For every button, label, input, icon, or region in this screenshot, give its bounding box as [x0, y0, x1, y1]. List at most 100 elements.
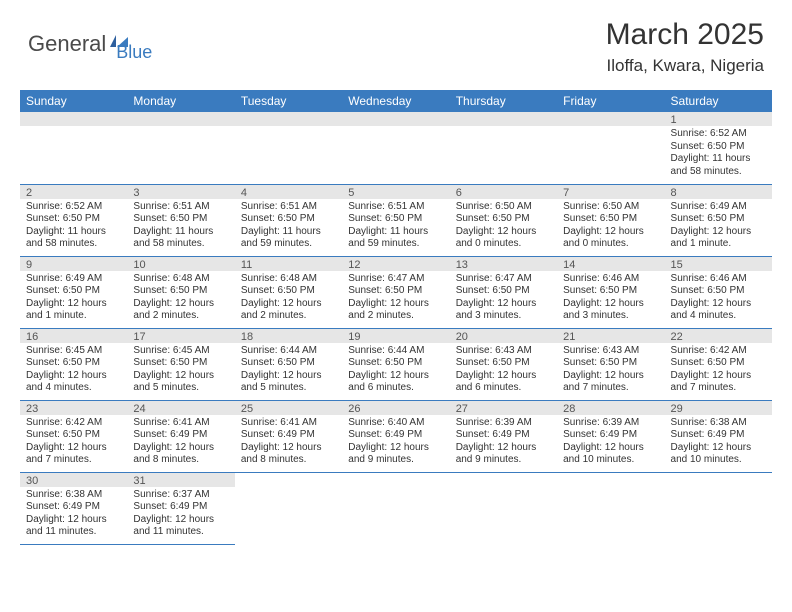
calendar-day-cell: 28Sunrise: 6:39 AMSunset: 6:49 PMDayligh…	[557, 400, 664, 472]
day-number: 3	[127, 185, 234, 199]
day-details: Sunrise: 6:48 AMSunset: 6:50 PMDaylight:…	[235, 271, 342, 325]
day-number: 31	[127, 473, 234, 487]
calendar-day-cell: 9Sunrise: 6:49 AMSunset: 6:50 PMDaylight…	[20, 256, 127, 328]
sunset-text: Sunset: 6:50 PM	[563, 285, 658, 298]
calendar-week-row: 30Sunrise: 6:38 AMSunset: 6:49 PMDayligh…	[20, 472, 772, 544]
sunset-text: Sunset: 6:49 PM	[456, 429, 551, 442]
day-number-bar	[665, 473, 772, 487]
day-number: 13	[450, 257, 557, 271]
calendar-day-cell	[665, 472, 772, 544]
day-details: Sunrise: 6:50 AMSunset: 6:50 PMDaylight:…	[557, 199, 664, 253]
sunrise-text: Sunrise: 6:43 AM	[563, 345, 658, 358]
day-details: Sunrise: 6:45 AMSunset: 6:50 PMDaylight:…	[20, 343, 127, 397]
sunset-text: Sunset: 6:50 PM	[26, 429, 121, 442]
day-details: Sunrise: 6:49 AMSunset: 6:50 PMDaylight:…	[20, 271, 127, 325]
day-number: 25	[235, 401, 342, 415]
day-number: 7	[557, 185, 664, 199]
sunset-text: Sunset: 6:50 PM	[241, 285, 336, 298]
calendar-table: Sunday Monday Tuesday Wednesday Thursday…	[20, 90, 772, 545]
day-number-bar	[235, 473, 342, 487]
day-number-bar	[342, 112, 449, 126]
calendar-day-cell: 3Sunrise: 6:51 AMSunset: 6:50 PMDaylight…	[127, 184, 234, 256]
daylight-text: Daylight: 12 hours and 2 minutes.	[348, 298, 443, 323]
sunrise-text: Sunrise: 6:40 AM	[348, 417, 443, 430]
day-details: Sunrise: 6:38 AMSunset: 6:49 PMDaylight:…	[665, 415, 772, 469]
sunset-text: Sunset: 6:49 PM	[671, 429, 766, 442]
day-number: 27	[450, 401, 557, 415]
calendar-day-cell: 4Sunrise: 6:51 AMSunset: 6:50 PMDaylight…	[235, 184, 342, 256]
calendar-day-cell	[450, 472, 557, 544]
calendar-week-row: 16Sunrise: 6:45 AMSunset: 6:50 PMDayligh…	[20, 328, 772, 400]
sunset-text: Sunset: 6:50 PM	[563, 213, 658, 226]
day-details: Sunrise: 6:39 AMSunset: 6:49 PMDaylight:…	[450, 415, 557, 469]
day-number-bar	[127, 112, 234, 126]
day-number: 23	[20, 401, 127, 415]
calendar-day-cell: 2Sunrise: 6:52 AMSunset: 6:50 PMDaylight…	[20, 184, 127, 256]
daylight-text: Daylight: 12 hours and 2 minutes.	[133, 298, 228, 323]
calendar-week-row: 1Sunrise: 6:52 AMSunset: 6:50 PMDaylight…	[20, 112, 772, 184]
calendar-day-cell: 18Sunrise: 6:44 AMSunset: 6:50 PMDayligh…	[235, 328, 342, 400]
day-details: Sunrise: 6:50 AMSunset: 6:50 PMDaylight:…	[450, 199, 557, 253]
day-details: Sunrise: 6:46 AMSunset: 6:50 PMDaylight:…	[557, 271, 664, 325]
day-details: Sunrise: 6:45 AMSunset: 6:50 PMDaylight:…	[127, 343, 234, 397]
daylight-text: Daylight: 12 hours and 1 minute.	[671, 226, 766, 251]
daylight-text: Daylight: 12 hours and 0 minutes.	[563, 226, 658, 251]
day-details: Sunrise: 6:40 AMSunset: 6:49 PMDaylight:…	[342, 415, 449, 469]
sunrise-text: Sunrise: 6:47 AM	[348, 273, 443, 286]
daylight-text: Daylight: 11 hours and 59 minutes.	[348, 226, 443, 251]
sunset-text: Sunset: 6:49 PM	[133, 429, 228, 442]
sunrise-text: Sunrise: 6:49 AM	[671, 201, 766, 214]
weekday-header: Thursday	[450, 90, 557, 112]
day-number-bar	[557, 112, 664, 126]
sunset-text: Sunset: 6:49 PM	[133, 501, 228, 514]
day-number-bar	[557, 473, 664, 487]
calendar-day-cell: 11Sunrise: 6:48 AMSunset: 6:50 PMDayligh…	[235, 256, 342, 328]
day-details: Sunrise: 6:42 AMSunset: 6:50 PMDaylight:…	[20, 415, 127, 469]
sunrise-text: Sunrise: 6:39 AM	[456, 417, 551, 430]
day-number-bar	[450, 473, 557, 487]
day-details: Sunrise: 6:46 AMSunset: 6:50 PMDaylight:…	[665, 271, 772, 325]
daylight-text: Daylight: 12 hours and 1 minute.	[26, 298, 121, 323]
daylight-text: Daylight: 12 hours and 7 minutes.	[671, 370, 766, 395]
day-details: Sunrise: 6:49 AMSunset: 6:50 PMDaylight:…	[665, 199, 772, 253]
sunset-text: Sunset: 6:50 PM	[348, 285, 443, 298]
daylight-text: Daylight: 11 hours and 58 minutes.	[671, 153, 766, 178]
daylight-text: Daylight: 12 hours and 5 minutes.	[241, 370, 336, 395]
calendar-day-cell: 15Sunrise: 6:46 AMSunset: 6:50 PMDayligh…	[665, 256, 772, 328]
sunset-text: Sunset: 6:50 PM	[348, 357, 443, 370]
weekday-header: Monday	[127, 90, 234, 112]
sunrise-text: Sunrise: 6:48 AM	[241, 273, 336, 286]
day-details: Sunrise: 6:41 AMSunset: 6:49 PMDaylight:…	[235, 415, 342, 469]
day-number: 19	[342, 329, 449, 343]
day-details: Sunrise: 6:52 AMSunset: 6:50 PMDaylight:…	[665, 126, 772, 180]
day-number: 26	[342, 401, 449, 415]
daylight-text: Daylight: 12 hours and 4 minutes.	[26, 370, 121, 395]
calendar-day-cell: 12Sunrise: 6:47 AMSunset: 6:50 PMDayligh…	[342, 256, 449, 328]
sunset-text: Sunset: 6:50 PM	[456, 357, 551, 370]
day-details: Sunrise: 6:37 AMSunset: 6:49 PMDaylight:…	[127, 487, 234, 541]
day-number: 16	[20, 329, 127, 343]
day-details: Sunrise: 6:43 AMSunset: 6:50 PMDaylight:…	[450, 343, 557, 397]
day-number: 28	[557, 401, 664, 415]
sunrise-text: Sunrise: 6:50 AM	[456, 201, 551, 214]
sunset-text: Sunset: 6:50 PM	[133, 213, 228, 226]
day-number-bar	[235, 112, 342, 126]
sunrise-text: Sunrise: 6:41 AM	[241, 417, 336, 430]
calendar-day-cell: 26Sunrise: 6:40 AMSunset: 6:49 PMDayligh…	[342, 400, 449, 472]
day-details: Sunrise: 6:48 AMSunset: 6:50 PMDaylight:…	[127, 271, 234, 325]
calendar-day-cell: 19Sunrise: 6:44 AMSunset: 6:50 PMDayligh…	[342, 328, 449, 400]
day-details: Sunrise: 6:39 AMSunset: 6:49 PMDaylight:…	[557, 415, 664, 469]
sunset-text: Sunset: 6:50 PM	[671, 357, 766, 370]
day-details: Sunrise: 6:47 AMSunset: 6:50 PMDaylight:…	[342, 271, 449, 325]
day-number: 18	[235, 329, 342, 343]
sunset-text: Sunset: 6:49 PM	[26, 501, 121, 514]
sunset-text: Sunset: 6:50 PM	[563, 357, 658, 370]
calendar-day-cell: 30Sunrise: 6:38 AMSunset: 6:49 PMDayligh…	[20, 472, 127, 544]
sunrise-text: Sunrise: 6:41 AM	[133, 417, 228, 430]
sunset-text: Sunset: 6:50 PM	[133, 357, 228, 370]
day-number: 14	[557, 257, 664, 271]
calendar-week-row: 2Sunrise: 6:52 AMSunset: 6:50 PMDaylight…	[20, 184, 772, 256]
daylight-text: Daylight: 12 hours and 7 minutes.	[26, 442, 121, 467]
day-details: Sunrise: 6:51 AMSunset: 6:50 PMDaylight:…	[342, 199, 449, 253]
sunrise-text: Sunrise: 6:43 AM	[456, 345, 551, 358]
